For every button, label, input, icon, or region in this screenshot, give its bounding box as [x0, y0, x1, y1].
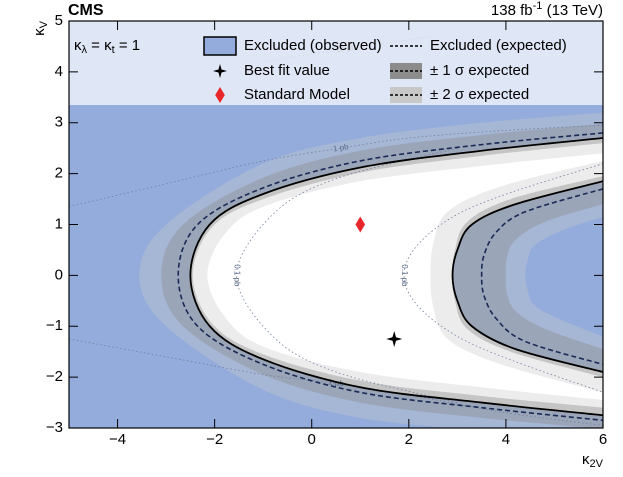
xs-label: 0.1 pb [232, 264, 241, 287]
x-axis-label: κ2V [582, 451, 604, 470]
allowed-region [190, 138, 603, 416]
annotation-part: κ [74, 37, 82, 54]
y-axis-label-subscript: V [38, 20, 50, 28]
legend-label: ± 1 σ expected [430, 62, 529, 79]
lumi-text: 138 fb [491, 2, 533, 19]
xs-label: 1 pb [332, 142, 349, 153]
y-axis-label: κV [31, 20, 50, 36]
xs-contour [236, 147, 458, 403]
y-tick-label: −2 [46, 368, 63, 385]
xs-contour [403, 163, 603, 393]
y-tick-label: −3 [46, 419, 63, 436]
legend-panel [69, 21, 603, 105]
x-tick-label: 0 [308, 431, 316, 448]
sm-marker [355, 216, 366, 233]
y-tick-label: 2 [55, 165, 63, 182]
legend-label: Excluded (expected) [430, 37, 567, 54]
legend-swatch [213, 64, 227, 78]
xs-contour [69, 124, 603, 208]
y-tick-label: 4 [55, 63, 63, 80]
y-tick-label: 5 [55, 12, 63, 29]
annotation-subscript: t [112, 44, 115, 56]
xs-label: 0.1 pb [400, 264, 409, 287]
expected-band [430, 160, 603, 393]
chart-title: CMS [68, 2, 104, 19]
observed-contour [189, 137, 603, 417]
expected-contour [480, 188, 603, 366]
annotation-part: = 1 [115, 37, 140, 54]
y-tick-label: −1 [46, 317, 63, 334]
x-tick-label: −2 [206, 431, 223, 448]
x-tick-label: 4 [502, 431, 510, 448]
y-tick-label: 0 [55, 266, 63, 283]
legend-label: Excluded (observed) [244, 37, 382, 54]
legend-label: Standard Model [244, 86, 350, 103]
y-axis-label-symbol: κ [31, 28, 48, 36]
legend-label: Best fit value [244, 62, 330, 79]
x-axis-label-subscript: 2V [590, 458, 604, 470]
plot-area: 10 pb1 pb1 pb0.1 pb0.1 pb [69, 21, 603, 428]
observed-contour [451, 180, 603, 373]
lumi-label: 138 fb-1 (13 TeV) [491, 0, 603, 19]
annotation-part: = κ [87, 37, 112, 54]
y-tick-label: 1 [55, 215, 63, 232]
annotation: κλ = κt = 1 [74, 37, 140, 56]
legend-swatch [203, 36, 237, 56]
legend-label: ± 2 σ expected [430, 86, 529, 103]
y-tick-label: 3 [55, 114, 63, 131]
best-fit-marker [386, 330, 403, 347]
x-tick-label: −4 [109, 431, 126, 448]
expected-contour [177, 132, 603, 422]
lumi-sup: -1 [533, 0, 543, 12]
x-tick-label: 2 [405, 431, 413, 448]
annotation-subscript: λ [82, 44, 88, 56]
legend-swatch [215, 87, 225, 103]
expected-band [452, 176, 603, 378]
x-axis-label-symbol: κ [582, 451, 590, 468]
lumi-tail: (13 TeV) [542, 2, 603, 19]
x-tick-label: 6 [599, 431, 607, 448]
